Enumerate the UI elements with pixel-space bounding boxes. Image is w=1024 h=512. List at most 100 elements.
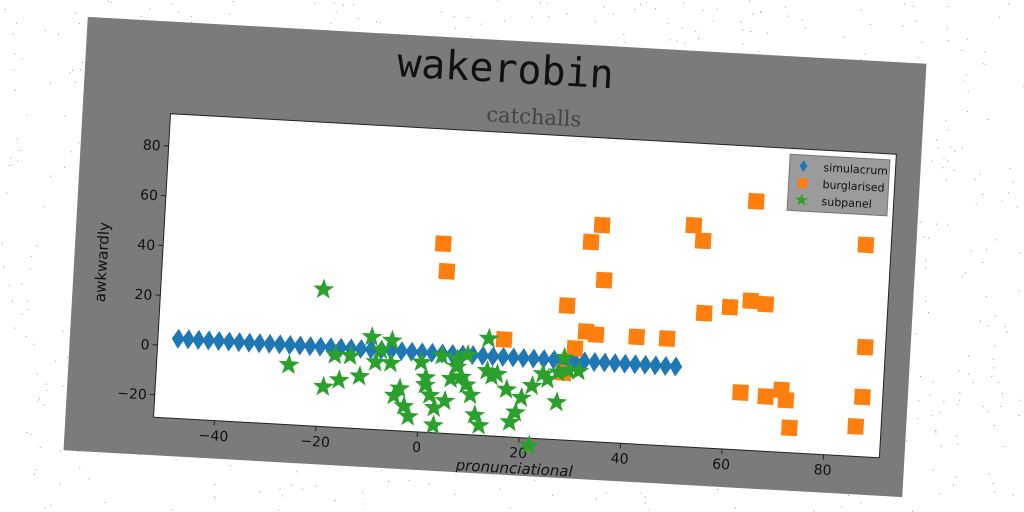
subpanel-point [558,359,580,380]
simulacrum-point [669,356,683,377]
burglarised-point [628,328,646,346]
subpanel-point [457,343,479,365]
legend-box [786,153,891,217]
subpanel-point [431,344,453,366]
simulacrum-point [313,336,327,357]
subpanel-point [349,365,371,386]
y-tick-label: 80 [142,138,161,155]
scatter-chart: catchalls pronunciational awkwardly −40−… [91,102,897,481]
burglarised-point [438,262,456,280]
x-tick-label: 20 [509,445,528,462]
subpanel-point [440,367,462,389]
simulacrum-point [608,353,622,374]
legend-marker-subpanel [795,193,809,206]
subpanel-point [546,391,568,412]
subpanel-point [521,374,543,396]
legend-marker-simulacrum [799,160,808,173]
simulacrum-point [638,354,652,375]
x-tick-label: 40 [610,451,629,468]
burglarised-point [593,216,611,234]
subpanel-point [340,344,362,366]
subpanel-point [478,327,500,348]
data-points [171,192,875,455]
simulacrum-point [283,334,297,355]
burglarised-point [853,388,871,406]
axis-ticks: −40 −20 0 20 40 60 80 −20 0 20 40 60 80 [117,138,832,480]
subpanel-point [460,383,482,405]
subpanel-point [422,414,444,435]
subpanel-point [324,343,346,365]
burglarised-point [694,232,712,250]
figure-panel: wakerobin catchalls pronunciational awkw… [63,16,927,498]
subpanel-point [328,369,350,390]
legend-label-simulacrum: simulacrum [823,161,888,178]
simulacrum-point [192,329,206,350]
burglarised-point [857,236,875,254]
burglarised-point [595,271,613,289]
subpanel-point [532,363,554,384]
simulacrum-point [405,341,419,362]
y-tick-label: 20 [134,287,153,304]
subpanel-point [365,351,387,372]
simulacrum-point [648,355,662,376]
legend-label-burglarised: burglarised [822,178,885,194]
simulacrum-point [202,330,216,351]
burglarised-point [742,292,760,310]
simulacrum-point [273,334,287,355]
subpanel-point [468,414,490,435]
y-axis-label: awkwardly [91,221,113,302]
subpanel-point [313,375,334,396]
simulacrum-point [496,346,510,367]
subpanel-point [510,386,532,408]
subpanel-point [455,373,477,394]
subpanel-point [389,377,411,398]
subpanel-point [361,326,383,347]
x-tick-label: −40 [198,428,228,446]
simulacrum-point [537,349,551,370]
simulacrum-point [171,328,185,349]
burglarised-point [856,338,874,356]
subpanel-point [313,278,335,299]
simulacrum-point [628,354,642,375]
simulacrum-point [516,348,530,368]
series-burglarised [434,192,875,437]
legend-label-subpanel: subpanel [821,195,872,211]
burglarised-point [780,419,798,437]
subpanel-point [393,395,415,416]
simulacrum-point [263,333,277,354]
subpanel-point [419,384,441,405]
simulacrum-point [212,330,226,351]
simulacrum-point [425,342,439,363]
simulacrum-point [303,336,317,357]
subpanel-point [568,360,590,381]
y-tick-label: −20 [117,386,147,404]
subpanel-point [278,353,300,375]
subpanel-point [486,363,508,384]
simulacrum-point [588,351,602,372]
burglarised-point [695,304,713,322]
simulacrum-point [232,332,246,353]
simulacrum-point [486,346,500,367]
burglarised-point [587,326,605,344]
simulacrum-point [253,333,266,354]
simulacrum-point [476,345,490,366]
subpanel-point [397,405,419,426]
subpanel-point [423,396,445,418]
simulacrum-point [395,341,409,362]
burglarised-point [658,330,676,348]
subpanel-point [505,401,526,422]
simulacrum-point [506,347,520,368]
burglarised-point [732,384,749,402]
subpanel-point [518,434,540,455]
y-tick-label: 60 [140,187,159,204]
simulacrum-point [364,339,378,360]
subpanel-point [380,352,402,373]
burglarised-point [582,233,600,251]
burglarised-point [685,216,703,234]
subpanel-point [553,346,575,368]
subpanel-point [434,390,456,411]
subpanel-point [414,373,436,395]
burglarised-point [566,339,584,357]
burglarised-point [757,295,775,313]
